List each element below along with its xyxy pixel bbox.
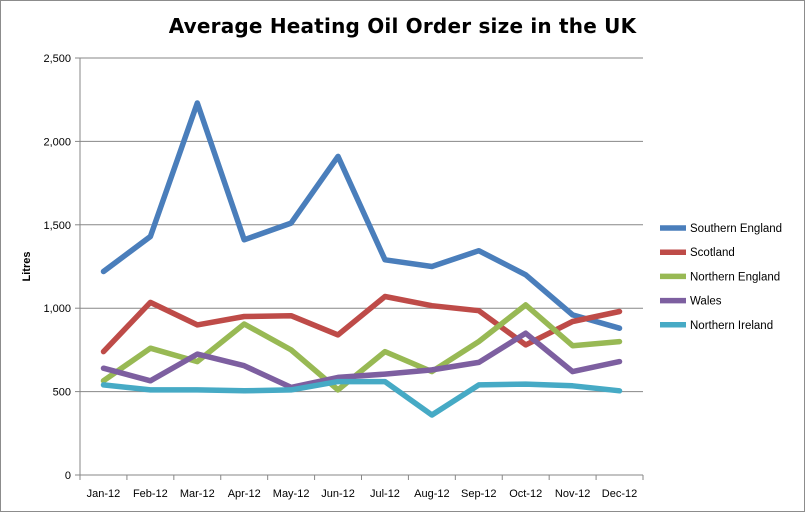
legend-label: Northern England [690, 271, 780, 283]
series-lines [100, 100, 623, 418]
y-tick-label: 500 [53, 387, 71, 399]
series-line-southern-england [100, 100, 623, 331]
x-tick-label: Feb-12 [133, 488, 168, 500]
y-tick-label: 1,500 [43, 220, 71, 232]
x-tick-label: Jun-12 [321, 488, 355, 500]
y-tick-label: 1,000 [43, 303, 71, 315]
y-tick-label: 0 [65, 470, 71, 482]
legend-item-southern-england: Southern England [660, 223, 782, 235]
x-tick-label: Sep-12 [461, 488, 496, 500]
legend-label: Wales [690, 296, 722, 308]
legend-label: Northern Ireland [690, 320, 773, 332]
gridlines [75, 57, 643, 476]
series-line-northern-ireland [100, 378, 623, 418]
x-tick-labels: Jan-12 Feb-12 Mar-12 Apr-12 May-12 Jun-12 Jul-… [87, 488, 638, 500]
x-tick-label: Jul-12 [370, 488, 400, 500]
y-tick-label: 2,500 [43, 53, 71, 65]
chart-title: Average Heating Oil Order size in the UK [168, 14, 637, 38]
x-tick-label: Nov-12 [555, 488, 590, 500]
legend-item-wales: Wales [660, 296, 722, 308]
legend-label: Southern England [690, 223, 782, 235]
x-tick-label: Dec-12 [602, 488, 637, 500]
x-tick-label: May-12 [273, 488, 310, 500]
y-tick-label: 2,000 [43, 136, 71, 148]
x-tick-label: Apr-12 [228, 488, 261, 500]
series-line-wales [100, 330, 623, 391]
x-tick-label: Aug-12 [414, 488, 449, 500]
y-tick-labels: 0 500 1,000 1,500 2,000 2,500 [43, 53, 71, 482]
x-tick-label: Mar-12 [180, 488, 215, 500]
legend: Southern England Scotland Northern England… [660, 223, 782, 332]
x-tick-label: Jan-12 [87, 488, 121, 500]
x-tick-label: Oct-12 [509, 488, 542, 500]
axes [79, 58, 644, 480]
legend-item-northern-ireland: Northern Ireland [660, 320, 773, 332]
legend-item-scotland: Scotland [660, 247, 735, 259]
legend-item-northern-england: Northern England [660, 271, 780, 283]
legend-label: Scotland [690, 247, 735, 259]
y-axis-label: Litres [21, 252, 33, 282]
